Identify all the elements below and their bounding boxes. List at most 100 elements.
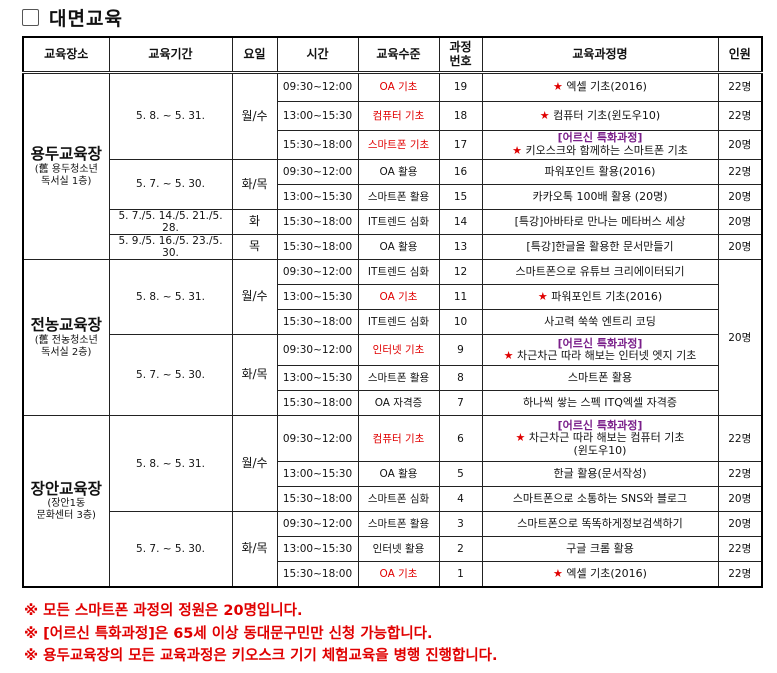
course-name-cell: [어르신 특화과정] ★ 차근차근 따라 해보는 컴퓨터 기초 (윈도우10)	[481, 415, 719, 463]
column-header: 교육수준	[357, 36, 440, 74]
course-name: 사고력 쑥쑥 엔트리 코딩	[544, 314, 656, 328]
capacity-cell: 22명	[717, 415, 763, 463]
course-number: 2	[438, 536, 483, 563]
level-cell: 인터넷 활용	[357, 536, 440, 563]
course-name: 컴퓨터 기초(윈도우10)	[553, 108, 661, 122]
time-cell: 13:00~15:30	[276, 184, 359, 210]
time-cell: 15:30~18:00	[276, 208, 359, 236]
period-cell: 5. 7./5. 14./5. 21./5. 28.	[108, 208, 233, 236]
level-cell: OA 기초	[357, 561, 440, 588]
period-cell: 5. 7. ~ 5. 30.	[108, 334, 233, 417]
course-number: 1	[438, 561, 483, 588]
day-cell: 월/수	[231, 415, 278, 513]
table-row: 15:30~18:00 IT트렌드 심화 10 사고력 쑥쑥 엔트리 코딩	[23, 309, 762, 336]
section-title: 대면교육	[22, 4, 123, 31]
course-name: 엑셀 기초(2016)	[566, 80, 647, 94]
time-cell: 13:00~15:30	[276, 365, 359, 392]
location-name: 장안교육장	[30, 479, 102, 498]
star-icon: ★	[553, 80, 567, 94]
day-cell: 화/목	[231, 511, 278, 588]
course-number: 15	[438, 184, 483, 210]
course-name: 스마트폰으로 소통하는 SNS와 블로그	[512, 491, 688, 505]
period-cell: 5. 8. ~ 5. 31.	[108, 72, 233, 160]
column-header: 요일	[231, 36, 278, 74]
time-cell: 15:30~18:00	[276, 234, 359, 261]
level-cell: IT트렌드 심화	[357, 208, 440, 236]
course-number: 3	[438, 511, 483, 538]
table-row: 13:00~15:30 OA 기초 11 ★ 파워포인트 기초(2016)	[23, 284, 762, 311]
course-number: 10	[438, 309, 483, 336]
course-name-cell: [어르신 특화과정] ★ 차근차근 따라 해보는 인터넷 엣지 기초	[481, 334, 719, 367]
course-name-cell: 사고력 쑥쑥 엔트리 코딩	[481, 309, 719, 336]
time-cell: 13:00~15:30	[276, 536, 359, 563]
course-name-cell: [특강]한글을 활용한 문서만들기	[481, 234, 719, 261]
note-line: ※ 용두교육장의 모든 교육과정은 키오스크 기기 체험교육을 병행 진행합니다…	[24, 648, 498, 664]
table-row: 5. 7. ~ 5. 30. 화/목 09:30~12:00 OA 활용 16 파워포인트…	[23, 159, 763, 210]
time-cell: 15:30~18:00	[276, 130, 359, 160]
location-name: 용두교육장	[30, 145, 102, 164]
course-name-cell: 하나씩 쌓는 스펙 ITQ엑셀 자격증	[481, 390, 719, 417]
column-header: 인원	[717, 36, 763, 74]
course-name: 구글 크롬 활용	[566, 541, 634, 555]
course-name-cell: ★ 엑셀 기초(2016)	[481, 72, 719, 102]
course-name: 스마트폰으로 똑똑하게정보검색하기	[517, 516, 683, 530]
level-cell: OA 기초	[357, 284, 440, 311]
capacity-cell: 20명	[717, 184, 763, 210]
day-cell: 월/수	[231, 72, 278, 160]
level-cell: OA 활용	[357, 461, 440, 488]
course-number: 6	[438, 415, 483, 463]
checkbox-icon	[22, 9, 39, 26]
level-cell: 스마트폰 활용	[357, 511, 440, 538]
course-name: 차근차근 따라 해보는 인터넷 엣지 기초	[516, 349, 697, 363]
time-cell: 09:30~12:00	[276, 511, 359, 538]
star-icon: ★	[515, 431, 529, 445]
course-name-cell: 스마트폰 활용	[481, 365, 719, 392]
course-number: 12	[438, 259, 483, 286]
course-name-cell: 카카오톡 100배 활용 (20명)	[481, 184, 719, 210]
time-cell: 13:00~15:30	[276, 101, 359, 131]
capacity-cell: 22명	[717, 536, 763, 563]
period-cell: 5. 7. ~ 5. 30.	[108, 511, 233, 588]
course-name-cell: 스마트폰으로 소통하는 SNS와 블로그	[481, 486, 719, 513]
course-name-cell: [특강]아바타로 만나는 메타버스 세상	[481, 208, 719, 236]
star-icon: ★	[553, 566, 567, 580]
day-cell: 월/수	[231, 259, 278, 336]
course-name-cell: 스마트폰으로 유튜브 크리에이터되기	[481, 259, 719, 286]
course-name-cell: 한글 활용(문서작성)	[481, 461, 719, 488]
table-row: 5. 7./5. 14./5. 21./5. 28. 화 15:30~18:00 IT…	[23, 208, 763, 236]
time-cell: 15:30~18:00	[276, 486, 359, 513]
course-name-cell: ★ 파워포인트 기초(2016)	[481, 284, 719, 311]
level-cell: 인터넷 기초	[357, 334, 440, 367]
time-cell: 09:30~12:00	[276, 415, 359, 463]
period-cell: 5. 8. ~ 5. 31.	[108, 415, 233, 513]
course-name: 한글 활용(문서작성)	[553, 466, 647, 480]
course-name-cell: ★ 컴퓨터 기초(윈도우10)	[481, 101, 719, 131]
star-icon: ★	[503, 349, 517, 363]
table-row: 장안교육장 (장안1동 문화센터 3층) 5. 8. ~ 5. 31. 월/수 09:30…	[22, 415, 763, 588]
level-cell: 스마트폰 심화	[357, 486, 440, 513]
period-cell: 5. 9./5. 16./5. 23./5. 30.	[108, 234, 233, 261]
course-number: 14	[438, 208, 483, 236]
note-line: ※ [어르신 특화과정]은 65세 이상 동대문구민만 신청 가능합니다.	[24, 625, 433, 642]
time-cell: 09:30~12:00	[276, 334, 359, 367]
course-name: [특강]아바타로 만나는 메타버스 세상	[514, 214, 686, 228]
capacity-cell: 20명	[717, 130, 763, 160]
period-cell: 5. 7. ~ 5. 30.	[108, 159, 233, 210]
table-row: 13:00~15:30 스마트폰 활용 15 카카오톡 100배 활용 (20명) 20…	[23, 184, 763, 210]
course-name-cell: [어르신 특화과정] ★ 키오스크와 함께하는 스마트폰 기초	[481, 130, 719, 160]
level-cell: 컴퓨터 기초	[357, 101, 440, 131]
course-name: 하나씩 쌓는 스펙 ITQ엑셀 자격증	[522, 395, 678, 409]
course-name: 엑셀 기초(2016)	[566, 566, 647, 580]
table-row: 5. 7. ~ 5. 30. 화/목 09:30~12:00 스마트폰 활용 3 스마트폰…	[23, 511, 763, 588]
notes: ※ 모든 스마트폰 과정의 정원은 20명입니다. ※ [어르신 특화과정]은 6…	[24, 600, 498, 668]
day-cell: 화/목	[231, 334, 278, 417]
level-cell: OA 활용	[357, 159, 440, 185]
table-row: 13:00~15:30 OA 활용 5 한글 활용(문서작성) 22명	[23, 461, 763, 488]
course-number: 7	[438, 390, 483, 417]
level-cell: 스마트폰 활용	[357, 365, 440, 392]
schedule-table: 교육장소 교육기간 요일 시간 교육수준 과정 번호 교육과정명 인원 용두교육장 (舊 용두청소…	[22, 36, 763, 588]
table-row: 15:30~18:00 스마트폰 심화 4 스마트폰으로 소통하는 SNS와 블로그 2…	[23, 486, 763, 513]
time-cell: 15:30~18:00	[276, 390, 359, 417]
time-cell: 09:30~12:00	[276, 72, 359, 102]
table-row: 5. 9./5. 16./5. 23./5. 30. 목 15:30~18:00 OA…	[23, 234, 763, 261]
